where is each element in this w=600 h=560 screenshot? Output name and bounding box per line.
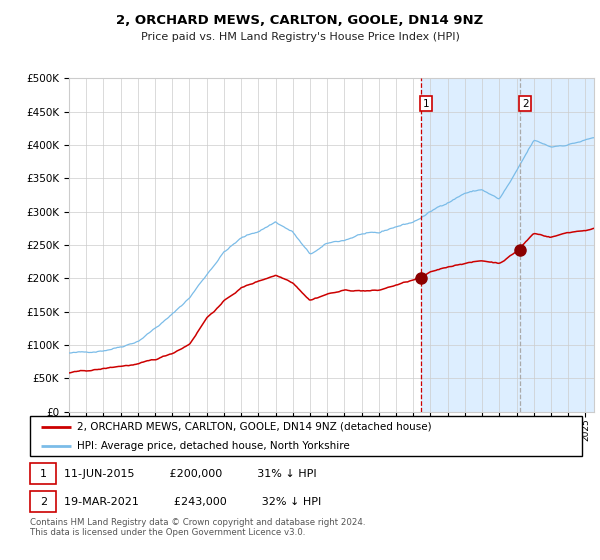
Text: 2: 2 [522, 99, 529, 109]
Text: Contains HM Land Registry data © Crown copyright and database right 2024.
This d: Contains HM Land Registry data © Crown c… [30, 518, 365, 538]
Text: 2: 2 [40, 497, 47, 507]
Bar [421, 78, 594, 412]
Text: 11-JUN-2015          £200,000          31% ↓ HPI: 11-JUN-2015 £200,000 31% ↓ HPI [64, 469, 317, 479]
FancyBboxPatch shape [30, 491, 56, 512]
FancyBboxPatch shape [30, 416, 582, 456]
Text: HPI: Average price, detached house, North Yorkshire: HPI: Average price, detached house, Nort… [77, 441, 350, 450]
FancyBboxPatch shape [30, 463, 56, 484]
Text: Price paid vs. HM Land Registry's House Price Index (HPI): Price paid vs. HM Land Registry's House … [140, 32, 460, 43]
Text: 1: 1 [422, 99, 429, 109]
Text: 2, ORCHARD MEWS, CARLTON, GOOLE, DN14 9NZ (detached house): 2, ORCHARD MEWS, CARLTON, GOOLE, DN14 9N… [77, 422, 431, 432]
Text: 2, ORCHARD MEWS, CARLTON, GOOLE, DN14 9NZ: 2, ORCHARD MEWS, CARLTON, GOOLE, DN14 9N… [116, 14, 484, 27]
Text: 19-MAR-2021          £243,000          32% ↓ HPI: 19-MAR-2021 £243,000 32% ↓ HPI [64, 497, 322, 507]
Text: 1: 1 [40, 469, 47, 479]
